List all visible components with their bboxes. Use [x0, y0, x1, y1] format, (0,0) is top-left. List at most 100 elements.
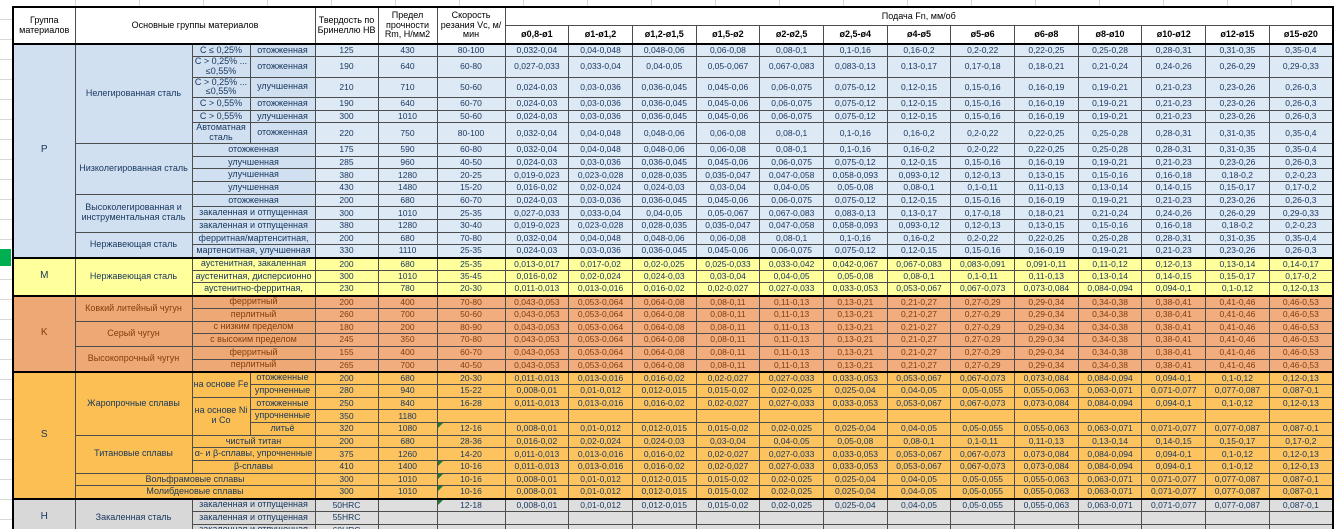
cell-feed-1[interactable]: 0,01-0,012 — [568, 497, 633, 512]
cell-feed-11[interactable]: 0,15-0,17 — [1205, 269, 1270, 284]
cell-feed-10[interactable]: 0,094-0,1 — [1141, 282, 1207, 297]
cell-feed-12[interactable] — [1268, 409, 1334, 423]
cell-vc[interactable]: 12-18 — [436, 497, 506, 512]
cell-sub1[interactable]: Автоматная сталь — [191, 122, 251, 144]
cell-feed-7[interactable]: 0,27-0,29 — [950, 358, 1016, 373]
cell-feed-9[interactable]: 0,34-0,38 — [1077, 307, 1143, 322]
cell-feed-3[interactable] — [695, 523, 761, 529]
cell-vc[interactable] — [436, 409, 506, 423]
cell-feed-9[interactable]: 0,25-0,28 — [1077, 142, 1143, 157]
cell-feed-2[interactable]: 0,012-0,015 — [631, 383, 697, 398]
cell-vc[interactable]: 50-60 — [436, 76, 506, 99]
cell-sub2[interactable]: аустенитно-ферритная, — [191, 282, 316, 297]
col-header-feed-1[interactable]: ø1-ø1,2 — [568, 25, 633, 45]
cell-letter[interactable]: P — [12, 43, 76, 259]
cell-feed-12[interactable]: 0,2-0,23 — [1268, 168, 1334, 182]
cell-feed-2[interactable]: 0,016-0,02 — [631, 460, 697, 474]
cell-feed-0[interactable]: 0,016-0,02 — [504, 180, 570, 195]
cell-feed-4[interactable] — [759, 510, 824, 525]
cell-feed-8[interactable]: 0,16-0,19 — [1014, 109, 1079, 124]
cell-feed-11[interactable]: 0,41-0,46 — [1205, 307, 1270, 322]
cell-rm[interactable]: 1010 — [377, 472, 438, 487]
cell-feed-9[interactable]: 0,34-0,38 — [1077, 358, 1143, 373]
cell-feed-9[interactable]: 0,084-0,094 — [1077, 370, 1143, 385]
cell-feed-4[interactable]: 0,06-0,075 — [759, 193, 824, 208]
cell-feed-6[interactable]: 0,12-0,15 — [886, 109, 952, 124]
cell-feed-1[interactable]: 0,03-0,036 — [568, 193, 633, 208]
cell-hb[interactable]: 200 — [314, 434, 379, 449]
cell-feed-7[interactable] — [950, 523, 1016, 529]
cell-rm[interactable]: 1010 — [377, 109, 438, 124]
cell-rm[interactable] — [377, 523, 438, 529]
cell-feed-3[interactable]: 0,08-0,11 — [695, 320, 761, 335]
cell-feed-7[interactable]: 0,067-0,073 — [950, 447, 1016, 462]
cell-feed-9[interactable]: 0,084-0,094 — [1077, 460, 1143, 474]
cell-feed-11[interactable]: 0,15-0,17 — [1205, 434, 1270, 449]
cell-feed-7[interactable]: 0,15-0,16 — [950, 97, 1016, 111]
cell-feed-10[interactable]: 0,21-0,23 — [1141, 97, 1207, 111]
cell-sub2[interactable]: мартенситная, улучшенная — [191, 244, 316, 259]
cell-feed-12[interactable]: 0,26-0,3 — [1268, 76, 1334, 99]
cell-rm[interactable]: 1400 — [377, 460, 438, 474]
cell-feed-6[interactable]: 0,16-0,2 — [886, 122, 952, 144]
cell-feed-2[interactable]: 0,064-0,08 — [631, 333, 697, 347]
cell-feed-12[interactable] — [1268, 510, 1334, 525]
cell-feed-4[interactable]: 0,067-0,083 — [759, 56, 824, 78]
cell-feed-3[interactable]: 0,035-0,047 — [695, 219, 761, 233]
cell-feed-1[interactable] — [568, 523, 633, 529]
col-header-feed-12[interactable]: ø15-ø20 — [1268, 25, 1334, 45]
cell-feed-6[interactable]: 0,12-0,15 — [886, 97, 952, 111]
cell-feed-2[interactable]: 0,016-0,02 — [631, 370, 697, 385]
cell-name[interactable]: Низколегированная сталь — [74, 142, 193, 195]
cell-feed-10[interactable]: 0,094-0,1 — [1141, 447, 1207, 462]
cell-rm[interactable]: 400 — [377, 294, 438, 309]
cell-feed-9[interactable] — [1077, 409, 1143, 423]
cell-feed-10[interactable]: 0,28-0,31 — [1141, 122, 1207, 144]
cell-feed-3[interactable]: 0,045-0,06 — [695, 109, 761, 124]
cell-feed-0[interactable]: 0,043-0,053 — [504, 333, 570, 347]
cell-letter[interactable]: M — [12, 256, 76, 297]
cell-name[interactable]: Серый чугун — [74, 320, 193, 347]
cell-rm[interactable]: 780 — [377, 282, 438, 297]
cell-feed-8[interactable]: 0,13-0,15 — [1014, 168, 1079, 182]
col-header-main[interactable]: Основные группы материалов — [74, 6, 316, 45]
cell-feed-6[interactable]: 0,21-0,27 — [886, 333, 952, 347]
cell-feed-5[interactable]: 0,033-0,053 — [822, 370, 888, 385]
cell-vc[interactable]: 12-16 — [436, 422, 506, 436]
cell-feed-0[interactable]: 0,043-0,053 — [504, 307, 570, 322]
cell-rm[interactable]: 680 — [377, 434, 438, 449]
cell-feed-9[interactable]: 0,21-0,24 — [1077, 206, 1143, 220]
cell-feed-7[interactable]: 0,17-0,18 — [950, 206, 1016, 220]
cell-feed-1[interactable]: 0,02-0,024 — [568, 180, 633, 195]
cell-feed-0[interactable]: 0,032-0,04 — [504, 43, 570, 58]
cell-feed-6[interactable]: 0,04-0,05 — [886, 472, 952, 487]
cell-feed-9[interactable]: 0,063-0,071 — [1077, 422, 1143, 436]
cell-feed-10[interactable]: 0,094-0,1 — [1141, 396, 1207, 411]
cell-rm[interactable]: 1480 — [377, 180, 438, 195]
cell-vc[interactable]: 25-35 — [436, 244, 506, 259]
cell-feed-12[interactable] — [1268, 523, 1334, 529]
cell-feed-6[interactable]: 0,04-0,05 — [886, 497, 952, 512]
cell-feed-3[interactable] — [695, 510, 761, 525]
cell-feed-3[interactable]: 0,015-0,02 — [695, 497, 761, 512]
cell-feed-11[interactable]: 0,077-0,087 — [1205, 422, 1270, 436]
cell-sub1[interactable]: на основе Ni и Со — [191, 396, 251, 436]
cell-feed-12[interactable]: 0,46-0,53 — [1268, 307, 1334, 322]
cell-hb[interactable]: 175 — [314, 142, 379, 157]
cell-hb[interactable]: 200 — [314, 256, 379, 271]
cell-feed-2[interactable]: 0,036-0,045 — [631, 193, 697, 208]
cell-feed-1[interactable]: 0,03-0,036 — [568, 76, 633, 99]
cell-feed-11[interactable]: 0,41-0,46 — [1205, 345, 1270, 360]
cell-hb[interactable]: 300 — [314, 206, 379, 220]
cell-feed-2[interactable]: 0,024-0,03 — [631, 269, 697, 284]
cell-sub1[interactable]: на основе Fe — [191, 370, 251, 398]
cell-feed-10[interactable]: 0,14-0,15 — [1141, 434, 1207, 449]
cell-sub1[interactable]: C > 0,25% ... ≤0,55% — [191, 56, 251, 78]
cell-feed-11[interactable]: 0,31-0,35 — [1205, 231, 1270, 246]
col-header-feed-2[interactable]: ø1,2-ø1,5 — [631, 25, 697, 45]
cell-feed-8[interactable]: 0,29-0,34 — [1014, 345, 1079, 360]
cell-vc[interactable]: 10-16 — [436, 472, 506, 487]
cell-feed-11[interactable]: 0,077-0,087 — [1205, 383, 1270, 398]
cell-feed-3[interactable]: 0,015-0,02 — [695, 485, 761, 500]
cell-feed-1[interactable]: 0,033-0,04 — [568, 206, 633, 220]
